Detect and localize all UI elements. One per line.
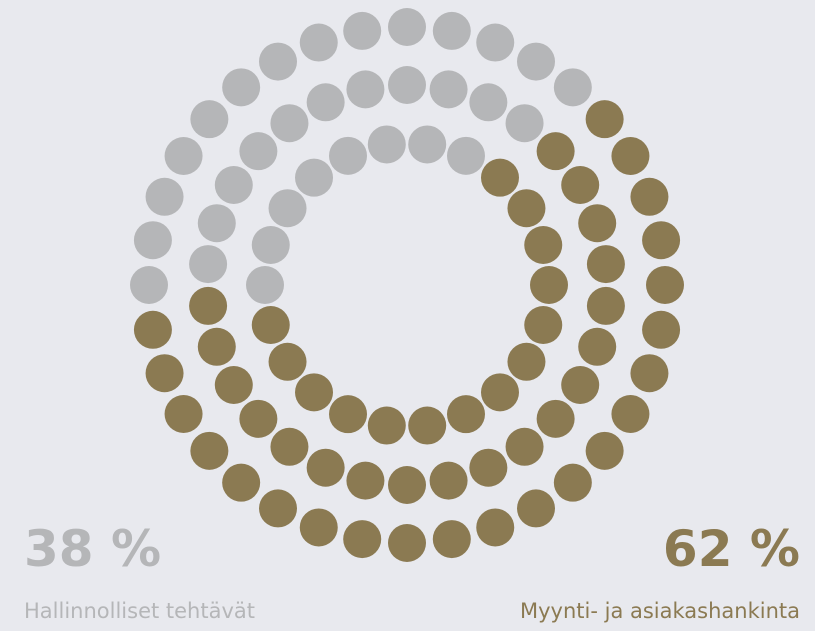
dot	[388, 8, 426, 46]
dot	[630, 354, 669, 393]
dot	[642, 221, 681, 260]
dot	[295, 373, 334, 412]
dot	[530, 266, 568, 304]
dot	[578, 204, 617, 243]
dot	[190, 431, 229, 470]
dot	[507, 189, 546, 228]
dot	[306, 448, 345, 487]
dot	[133, 221, 172, 260]
dot	[246, 266, 284, 304]
dot	[346, 70, 385, 109]
category-label: Hallinnolliset tehtävät	[24, 599, 255, 623]
dot	[367, 406, 406, 445]
dot	[197, 327, 236, 366]
dot	[164, 137, 203, 175]
dot	[295, 158, 334, 197]
dot	[306, 83, 345, 122]
dot	[578, 327, 617, 366]
dot	[367, 125, 406, 164]
dot	[553, 463, 592, 502]
dot	[446, 136, 485, 175]
dot	[343, 11, 382, 50]
dot	[524, 225, 563, 264]
dot	[507, 342, 546, 381]
dot	[611, 395, 650, 433]
dot	[329, 395, 368, 434]
dot	[561, 366, 600, 404]
dot	[505, 104, 544, 143]
dot	[642, 310, 681, 349]
dot	[561, 166, 600, 204]
dot	[586, 286, 625, 325]
dot	[268, 189, 307, 228]
dot	[270, 427, 309, 466]
dot	[145, 354, 184, 393]
dot	[130, 266, 168, 304]
dot	[259, 42, 297, 81]
dot	[270, 104, 309, 143]
dot	[164, 395, 203, 433]
dot	[585, 100, 624, 139]
dot	[189, 245, 228, 284]
dot	[646, 266, 684, 304]
dot	[476, 508, 515, 547]
dot	[480, 373, 519, 412]
dot	[189, 286, 228, 325]
dot	[222, 68, 261, 107]
dot	[429, 70, 468, 109]
dot	[190, 100, 229, 139]
dot	[329, 136, 368, 175]
dot	[346, 461, 385, 500]
dot	[469, 83, 508, 122]
dot	[133, 310, 172, 349]
dot	[251, 306, 290, 345]
dot	[586, 245, 625, 284]
dot	[214, 166, 253, 204]
dot	[299, 508, 338, 547]
dot	[505, 427, 544, 466]
dot	[343, 520, 382, 559]
dot	[432, 520, 471, 559]
dot	[429, 461, 468, 500]
dot	[536, 132, 575, 171]
dot	[145, 177, 184, 216]
dot	[446, 395, 485, 434]
dot	[388, 66, 426, 104]
dot	[553, 68, 592, 107]
category-label: Myynti- ja asiakashankinta	[520, 599, 800, 623]
dot	[214, 366, 253, 404]
dot	[524, 306, 563, 345]
value-label: 38 %	[24, 520, 161, 578]
dot	[480, 158, 519, 197]
dot	[239, 399, 278, 438]
dot	[239, 132, 278, 171]
dot	[268, 342, 307, 381]
dot	[388, 524, 426, 562]
dot	[630, 177, 669, 216]
dot	[251, 225, 290, 264]
dot	[408, 125, 447, 164]
dot	[299, 23, 338, 62]
dot	[197, 204, 236, 243]
dot	[388, 466, 426, 504]
dot	[611, 137, 650, 175]
dot	[469, 448, 508, 487]
dot	[517, 42, 555, 81]
dot	[517, 489, 555, 528]
value-label: 62 %	[663, 520, 800, 578]
dot	[536, 399, 575, 438]
dot	[432, 11, 471, 50]
dot	[408, 406, 447, 445]
dot	[222, 463, 261, 502]
dot	[476, 23, 515, 62]
dot	[259, 489, 297, 528]
dot	[585, 431, 624, 470]
